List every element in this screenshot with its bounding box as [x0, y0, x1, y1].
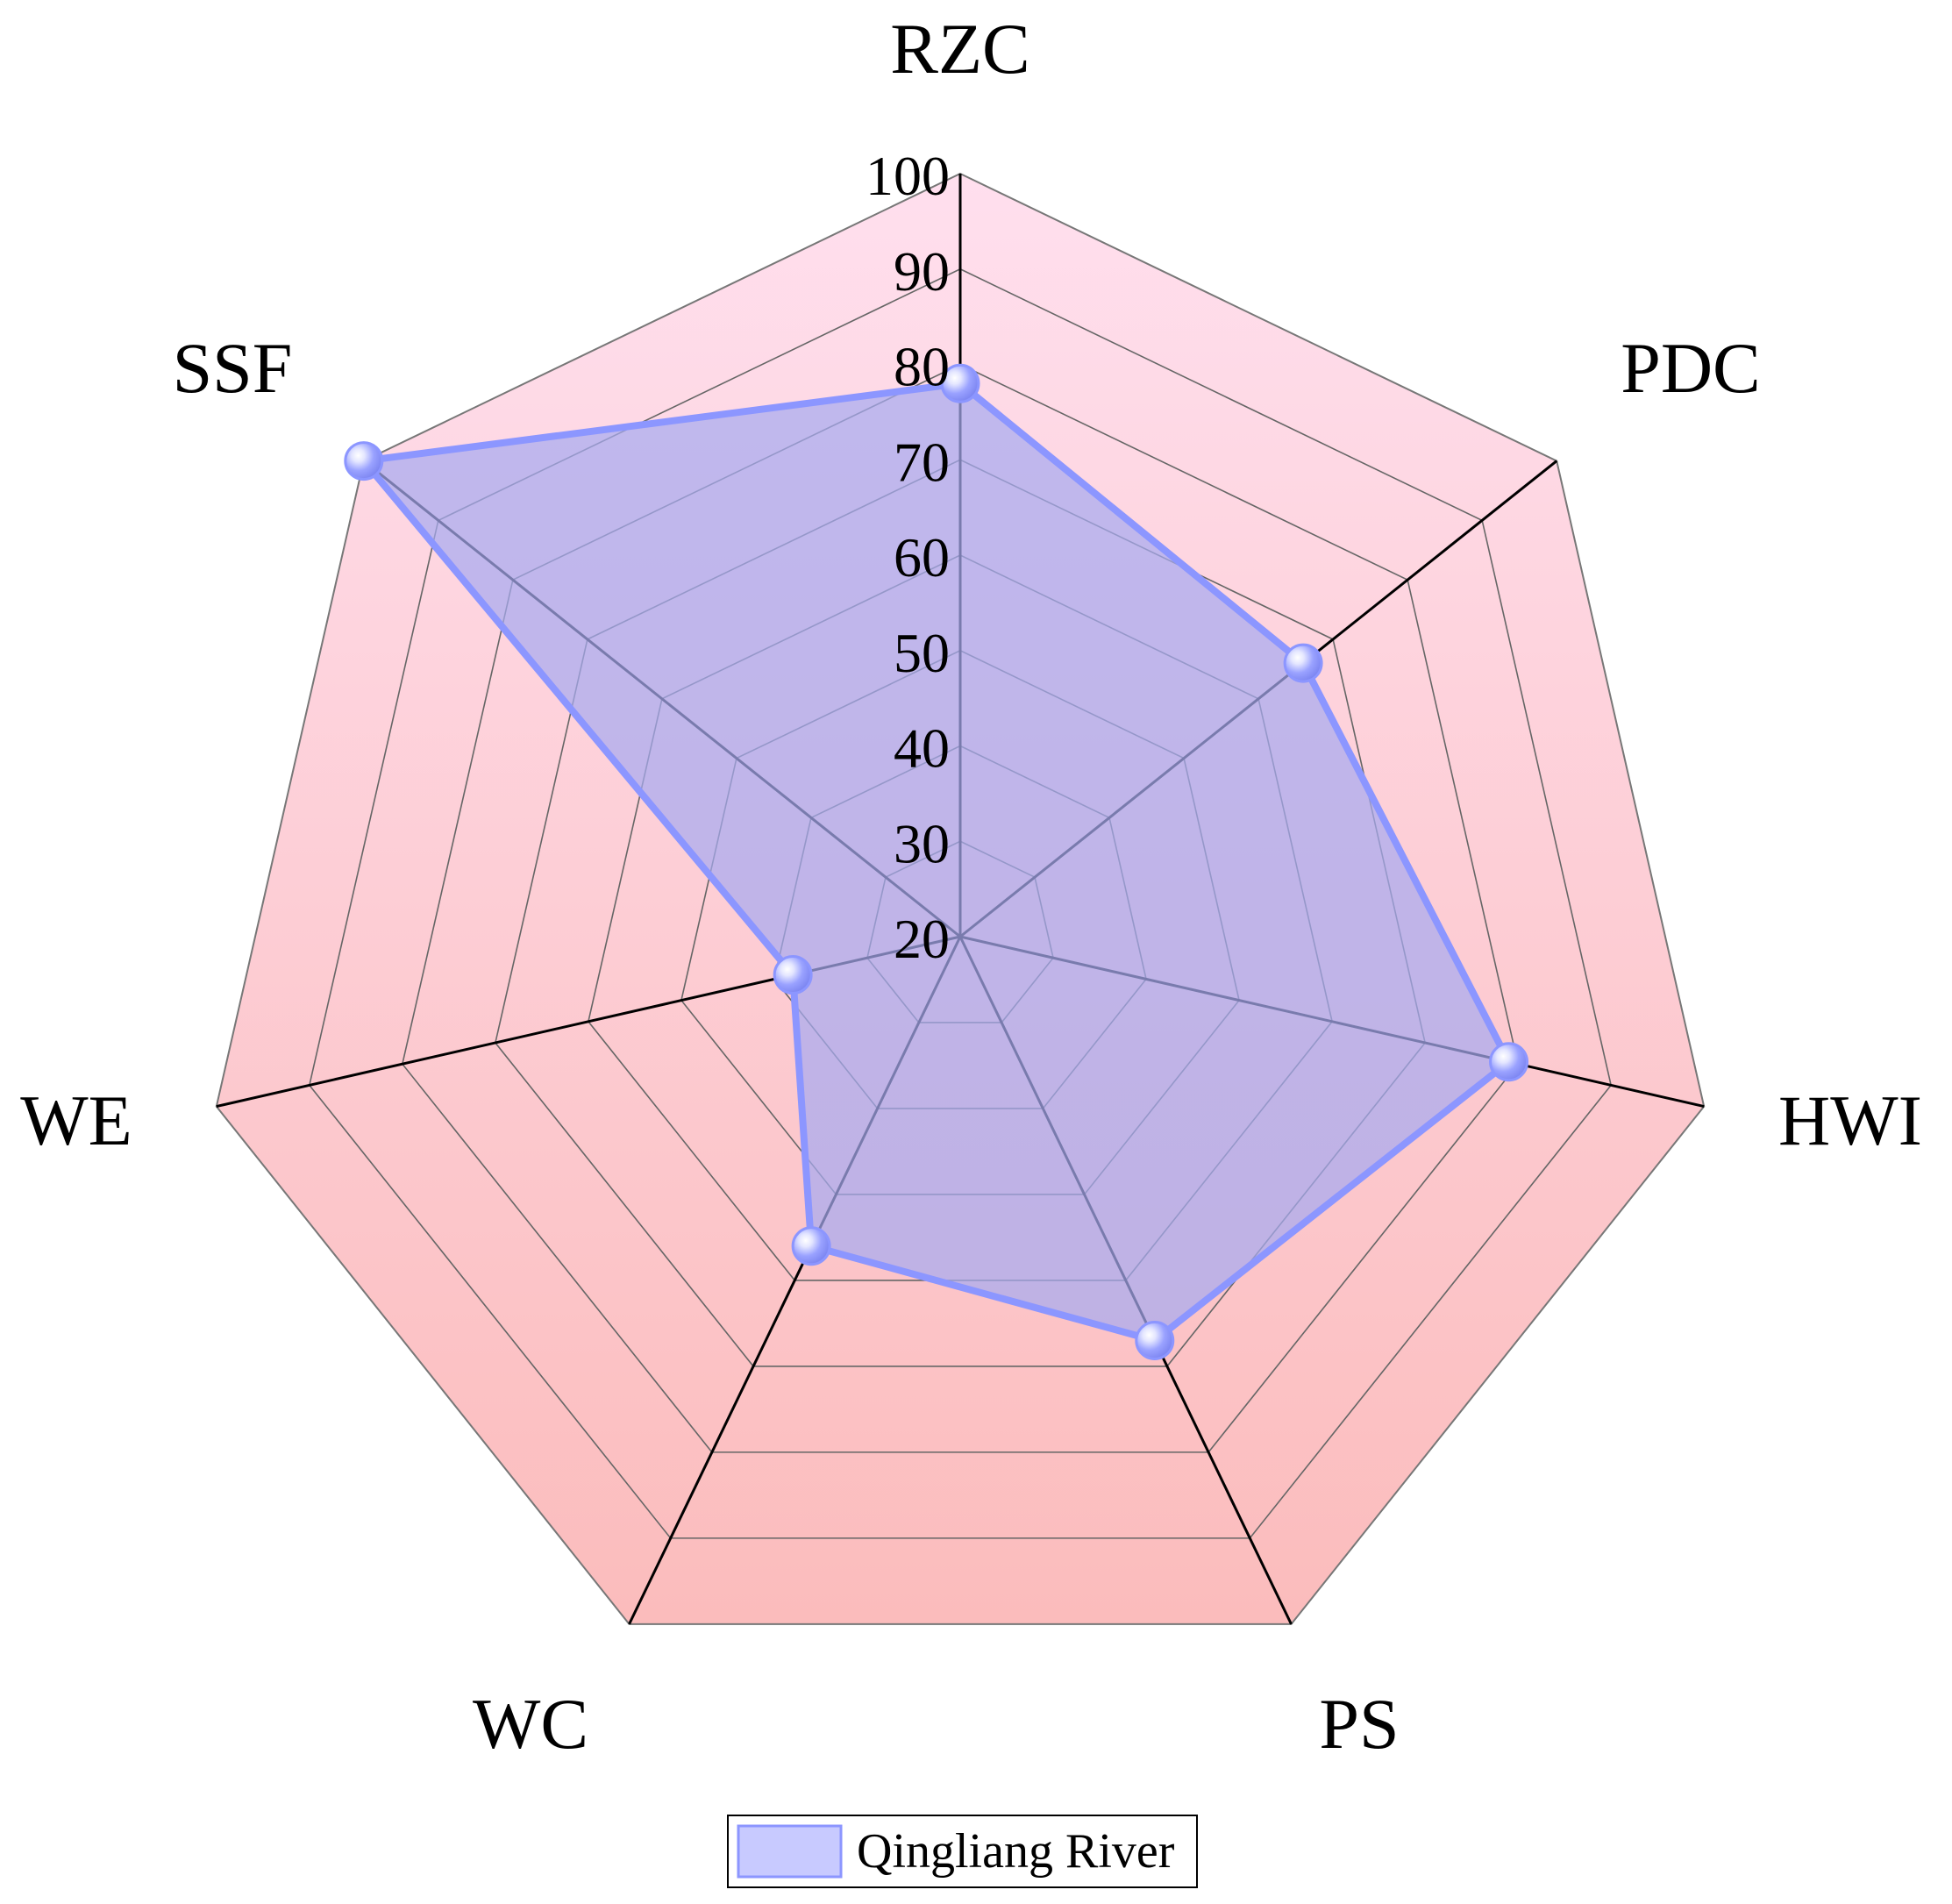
radial-tick-labels: 20 30 40 50 60 70 80 90 100: [866, 145, 950, 970]
tick-label: 20: [894, 908, 950, 970]
data-point-ssf: [344, 441, 384, 481]
data-point-ps: [1135, 1321, 1175, 1361]
axis-label-we: WE: [20, 1080, 132, 1160]
data-point-wc: [791, 1226, 831, 1266]
grid-ring: [308, 267, 1613, 1539]
series-area: [360, 380, 1513, 1344]
axis-label-wc: WC: [473, 1684, 588, 1764]
tick-label: 50: [894, 622, 950, 684]
tick-label: 90: [894, 240, 950, 303]
radar-series: [360, 380, 1513, 1344]
axis-label-rzc: RZC: [890, 9, 1029, 89]
tick-label: 80: [894, 336, 950, 398]
legend-swatch: [737, 1824, 843, 1879]
data-point-rzc: [940, 363, 980, 403]
legend: Qingliang River: [727, 1815, 1198, 1888]
axis-label-pdc: PDC: [1621, 328, 1761, 408]
tick-label: 40: [894, 717, 950, 780]
axis-label-hwi: HWI: [1778, 1080, 1922, 1160]
radar-markers: [344, 363, 1529, 1361]
grid-ring: [401, 363, 1520, 1453]
tick-label: 70: [894, 431, 950, 493]
axis-label-ssf: SSF: [173, 328, 293, 408]
tick-label: 60: [894, 526, 950, 588]
data-point-pdc: [1283, 643, 1323, 683]
axis-name-labels: RZC PDC HWI PS WC WE SSF: [20, 9, 1922, 1764]
tick-label: 30: [894, 812, 950, 874]
tick-label: 100: [866, 145, 950, 207]
data-point-we: [773, 955, 813, 995]
legend-label: Qingliang River: [857, 1824, 1175, 1879]
axis-label-ps: PS: [1319, 1684, 1399, 1764]
data-point-hwi: [1489, 1042, 1529, 1082]
